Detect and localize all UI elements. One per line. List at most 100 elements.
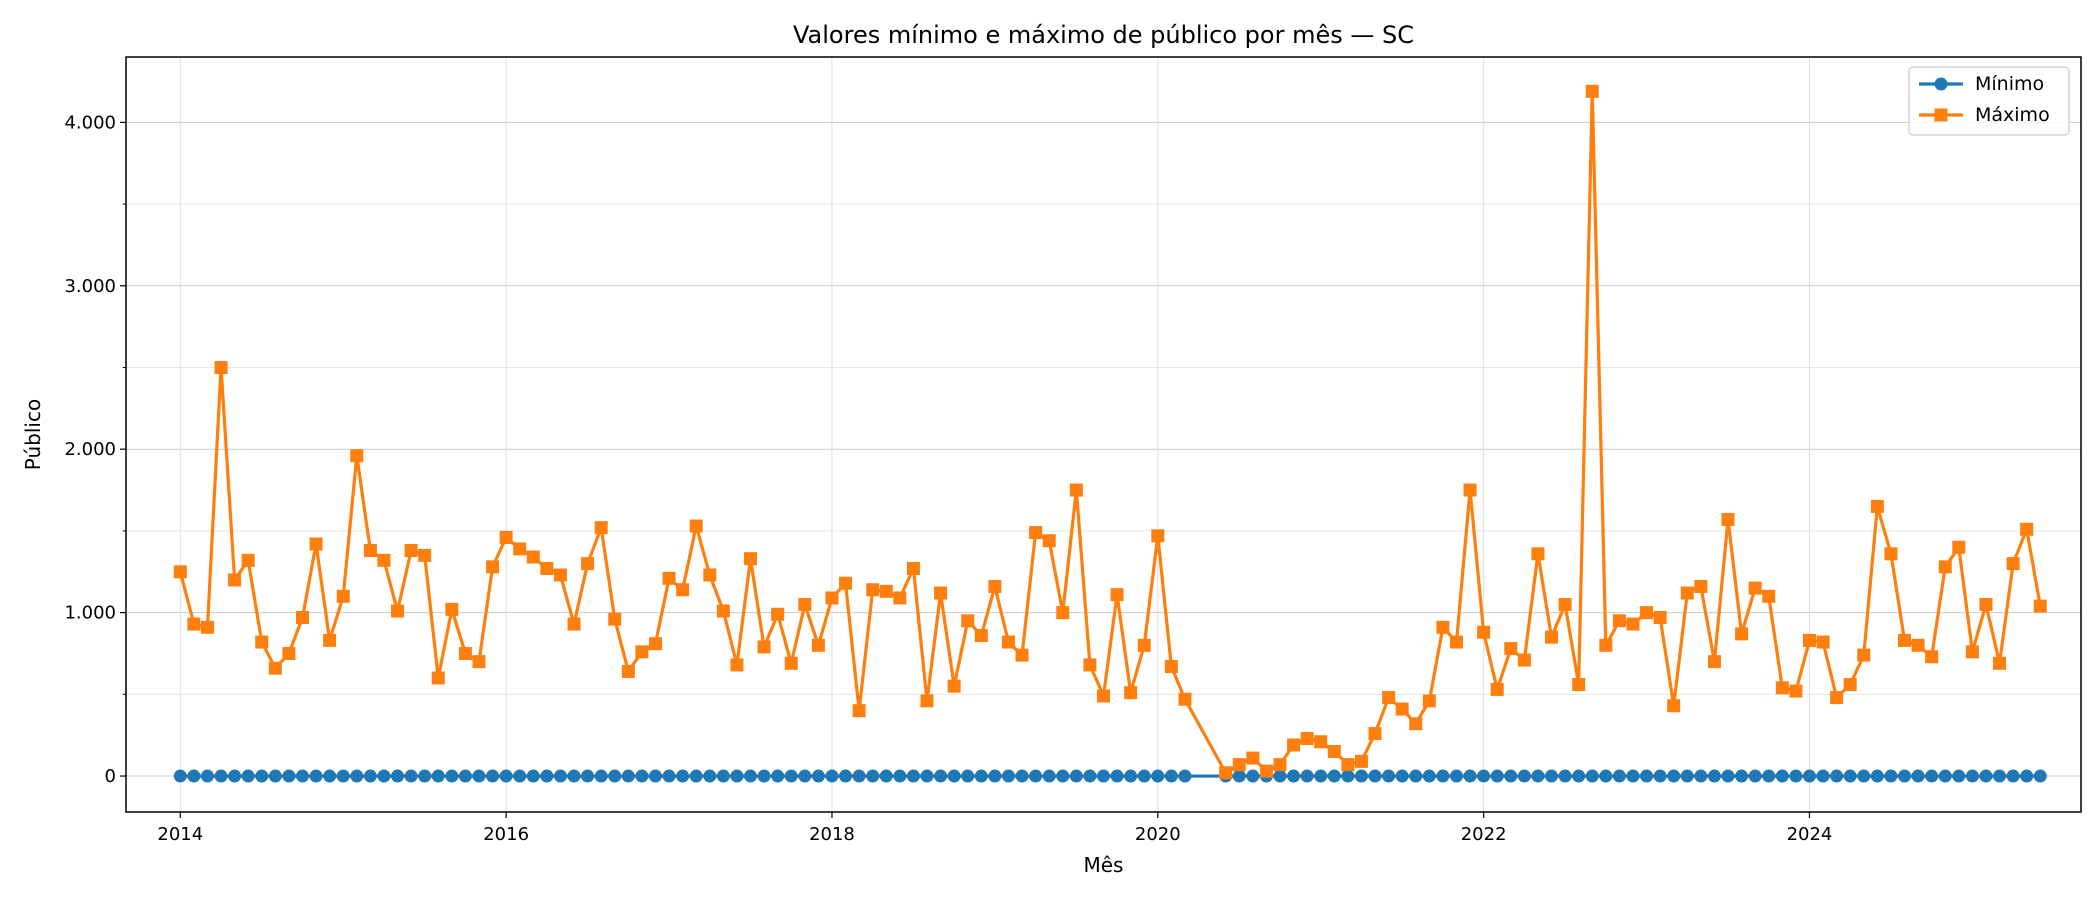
data-point xyxy=(784,656,798,670)
data-point xyxy=(1327,769,1341,783)
data-point xyxy=(1599,638,1613,652)
data-point xyxy=(744,769,758,783)
data-point xyxy=(1762,769,1776,783)
data-point xyxy=(1558,769,1572,783)
data-point xyxy=(445,769,459,783)
data-point xyxy=(581,769,595,783)
data-point xyxy=(214,769,228,783)
data-point xyxy=(2033,769,2047,783)
legend-label: Mínimo xyxy=(1975,73,2044,95)
data-point xyxy=(1640,769,1654,783)
data-point xyxy=(608,612,622,626)
data-point xyxy=(458,769,472,783)
data-point xyxy=(1517,653,1531,667)
data-point xyxy=(1219,766,1233,780)
data-point xyxy=(1680,769,1694,783)
data-point xyxy=(662,571,676,585)
data-point xyxy=(1436,769,1450,783)
data-point xyxy=(1626,617,1640,631)
data-point xyxy=(241,769,255,783)
data-point xyxy=(377,553,391,567)
data-point xyxy=(1042,534,1056,548)
data-point xyxy=(1395,769,1409,783)
data-point xyxy=(961,769,975,783)
series-minimo xyxy=(173,769,2047,783)
data-point xyxy=(1612,614,1626,628)
data-point xyxy=(1001,635,1015,649)
data-point xyxy=(1354,769,1368,783)
data-point xyxy=(648,769,662,783)
x-tick-label: 2016 xyxy=(483,824,529,845)
data-point xyxy=(1029,526,1043,540)
data-point xyxy=(1422,694,1436,708)
data-point xyxy=(1735,769,1749,783)
data-point xyxy=(540,769,554,783)
data-point xyxy=(2006,769,2020,783)
data-point xyxy=(214,360,228,374)
data-point xyxy=(363,769,377,783)
data-point xyxy=(526,769,540,783)
x-axis-label: Mês xyxy=(1084,853,1124,877)
data-point xyxy=(1083,658,1097,672)
data-point xyxy=(499,769,513,783)
data-point xyxy=(866,769,880,783)
data-point xyxy=(798,769,812,783)
data-point xyxy=(1490,769,1504,783)
data-point xyxy=(1097,689,1110,703)
data-point xyxy=(1178,769,1192,783)
data-point xyxy=(1965,769,1979,783)
data-point xyxy=(1463,483,1477,497)
data-point xyxy=(811,638,825,652)
data-point xyxy=(635,645,649,659)
data-point xyxy=(1884,769,1898,783)
data-point xyxy=(200,769,214,783)
data-point xyxy=(1545,769,1559,783)
data-point xyxy=(391,604,405,618)
data-point xyxy=(1898,633,1912,647)
y-tick-label: 4.000 xyxy=(64,112,116,133)
data-point xyxy=(635,769,649,783)
data-point xyxy=(1558,597,1572,611)
data-point xyxy=(1137,638,1151,652)
data-point xyxy=(1925,650,1939,664)
data-point xyxy=(1993,769,2007,783)
data-point xyxy=(1273,769,1287,783)
data-point xyxy=(1178,692,1192,706)
data-point xyxy=(1069,483,1083,497)
data-point xyxy=(784,769,798,783)
x-tick-label: 2022 xyxy=(1461,824,1507,845)
series-layer xyxy=(173,84,2047,783)
data-point xyxy=(1979,769,1993,783)
data-point xyxy=(1721,769,1735,783)
data-point xyxy=(988,769,1002,783)
data-point xyxy=(1816,769,1830,783)
data-point xyxy=(839,576,853,590)
data-point xyxy=(418,769,432,783)
data-point xyxy=(1802,769,1816,783)
data-point xyxy=(920,769,934,783)
data-point xyxy=(1952,769,1966,783)
data-point xyxy=(1449,769,1463,783)
data-point xyxy=(363,544,377,558)
data-point xyxy=(391,769,405,783)
data-point xyxy=(1816,635,1830,649)
data-point xyxy=(893,769,907,783)
data-point xyxy=(472,655,486,669)
data-point xyxy=(187,769,201,783)
data-point xyxy=(1843,678,1857,692)
data-point xyxy=(1775,769,1789,783)
data-point xyxy=(241,553,255,567)
plot-frame xyxy=(125,56,2082,813)
series-maximo xyxy=(173,84,2047,780)
data-point xyxy=(1993,656,2007,670)
data-point xyxy=(1870,769,1884,783)
data-point xyxy=(825,591,839,605)
data-point xyxy=(431,671,445,685)
data-point xyxy=(173,565,187,579)
data-point xyxy=(1056,769,1070,783)
data-point xyxy=(1802,633,1816,647)
data-point xyxy=(1653,611,1667,625)
y-tick-label: 0 xyxy=(105,766,116,787)
data-point xyxy=(1069,769,1083,783)
